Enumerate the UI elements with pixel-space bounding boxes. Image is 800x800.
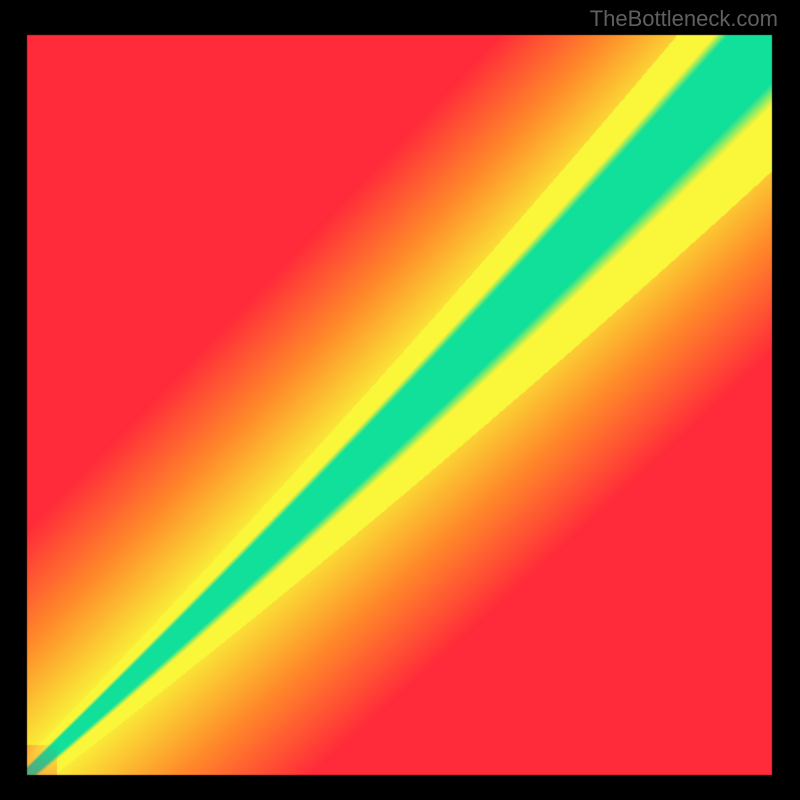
chart-container: { "watermark": "TheBottleneck.com", "cha… bbox=[0, 0, 800, 800]
heatmap-canvas bbox=[0, 0, 800, 800]
watermark-text: TheBottleneck.com bbox=[590, 6, 778, 32]
